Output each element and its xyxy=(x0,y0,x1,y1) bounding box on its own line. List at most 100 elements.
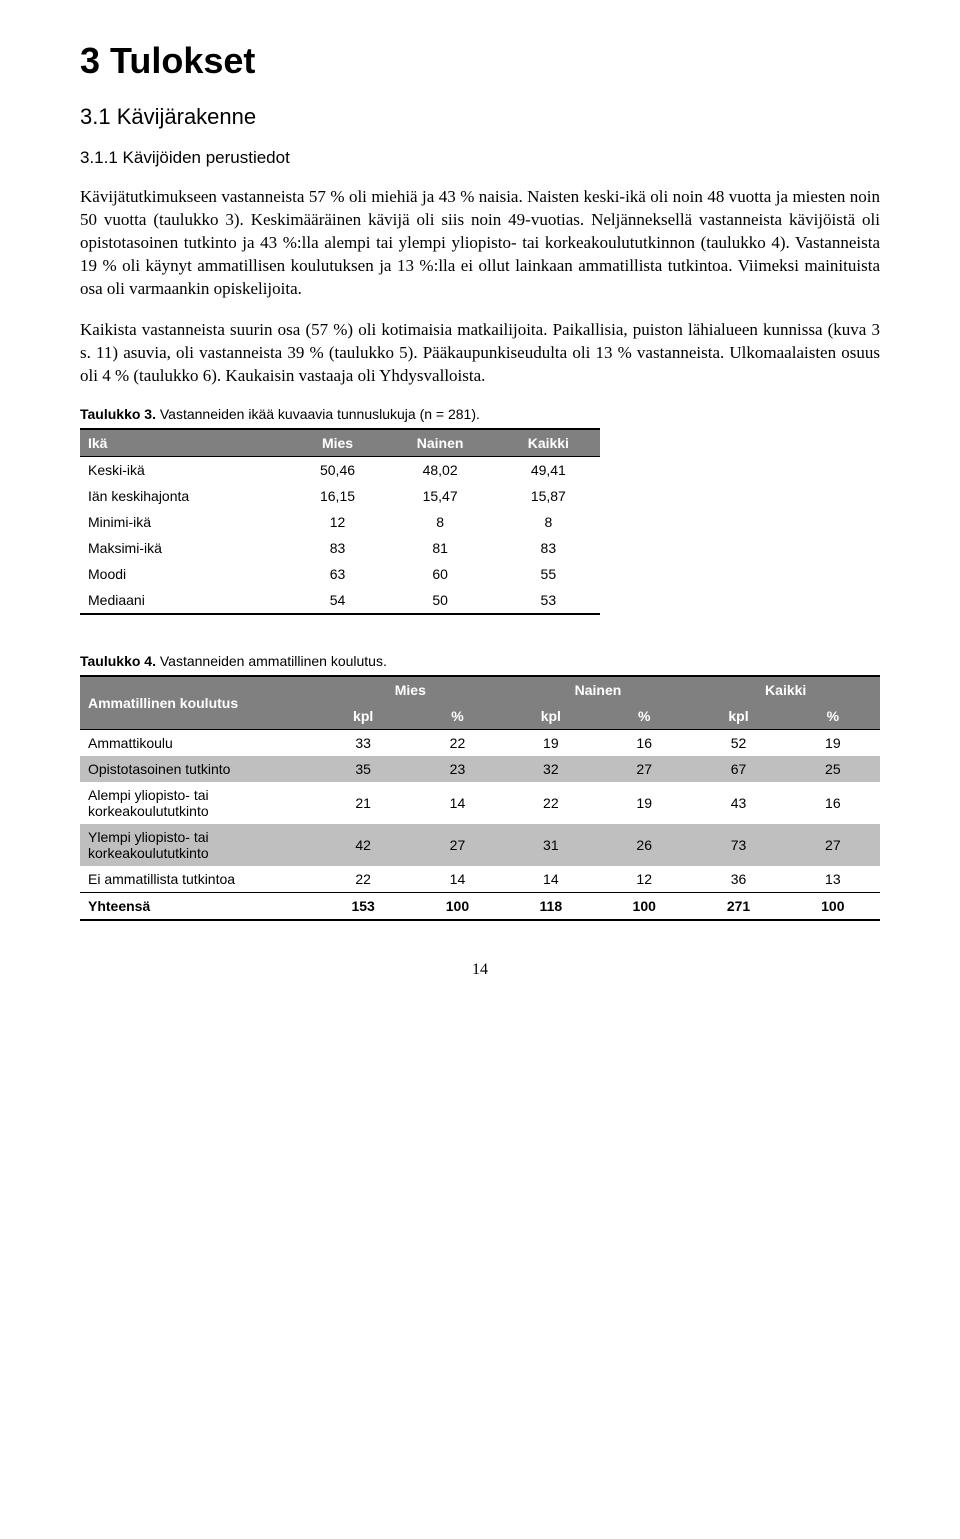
cell: 100 xyxy=(786,892,880,920)
cell: 14 xyxy=(410,866,504,893)
table3-col-3: Kaikki xyxy=(497,429,600,457)
cell: Iän keskihajonta xyxy=(80,483,291,509)
cell: 15,87 xyxy=(497,483,600,509)
table-row: Ammattikoulu 33 22 19 16 52 19 xyxy=(80,729,880,756)
table3-col-1: Mies xyxy=(291,429,383,457)
table-row: Moodi 63 60 55 xyxy=(80,561,600,587)
table3-col-2: Nainen xyxy=(384,429,497,457)
cell: Ei ammatillista tutkintoa xyxy=(80,866,316,893)
cell: 23 xyxy=(410,756,504,782)
cell: 54 xyxy=(291,587,383,614)
table4: Ammatillinen koulutus Mies Nainen Kaikki… xyxy=(80,675,880,921)
cell: Mediaani xyxy=(80,587,291,614)
cell: 19 xyxy=(505,729,597,756)
cell: 153 xyxy=(316,892,410,920)
cell: 53 xyxy=(497,587,600,614)
cell: 12 xyxy=(291,509,383,535)
cell: 27 xyxy=(410,824,504,866)
table4-sub-0: kpl xyxy=(316,703,410,730)
cell: 67 xyxy=(691,756,785,782)
table4-sub-3: % xyxy=(597,703,691,730)
cell: 83 xyxy=(291,535,383,561)
cell: 16 xyxy=(597,729,691,756)
table-row: Minimi-ikä 12 8 8 xyxy=(80,509,600,535)
table3-caption-bold: Taulukko 3. xyxy=(80,406,156,422)
cell: 63 xyxy=(291,561,383,587)
table4-total-row: Yhteensä 153 100 118 100 271 100 xyxy=(80,892,880,920)
cell: 22 xyxy=(316,866,410,893)
table4-caption-rest: Vastanneiden ammatillinen koulutus. xyxy=(156,653,387,669)
cell: 48,02 xyxy=(384,456,497,483)
cell: 22 xyxy=(410,729,504,756)
cell: 8 xyxy=(497,509,600,535)
paragraph-2: Kaikista vastanneista suurin osa (57 %) … xyxy=(80,319,880,388)
cell: 21 xyxy=(316,782,410,824)
cell: 73 xyxy=(691,824,785,866)
table4-corner: Ammatillinen koulutus xyxy=(80,676,316,730)
table4-sub-2: kpl xyxy=(505,703,597,730)
cell: 49,41 xyxy=(497,456,600,483)
table4-group-2: Kaikki xyxy=(691,676,880,703)
cell: 31 xyxy=(505,824,597,866)
cell: 16 xyxy=(786,782,880,824)
cell: 50 xyxy=(384,587,497,614)
table4-caption-bold: Taulukko 4. xyxy=(80,653,156,669)
cell: Alempi yliopisto- tai korkeakoulututkint… xyxy=(80,782,316,824)
cell: Ylempi yliopisto- tai korkeakoulututkint… xyxy=(80,824,316,866)
cell: 81 xyxy=(384,535,497,561)
document-page: 3 Tulokset 3.1 Kävijärakenne 3.1.1 Kävij… xyxy=(0,0,960,1019)
table3-col-0: Ikä xyxy=(80,429,291,457)
cell: 52 xyxy=(691,729,785,756)
table3-caption-rest: Vastanneiden ikää kuvaavia tunnuslukuja … xyxy=(156,406,480,422)
cell: Minimi-ikä xyxy=(80,509,291,535)
heading-2: 3.1 Kävijärakenne xyxy=(80,104,880,130)
cell: 12 xyxy=(597,866,691,893)
cell: 32 xyxy=(505,756,597,782)
cell: Keski-ikä xyxy=(80,456,291,483)
table4-body: Ammattikoulu 33 22 19 16 52 19 Opistotas… xyxy=(80,729,880,920)
cell: 26 xyxy=(597,824,691,866)
table3-caption: Taulukko 3. Vastanneiden ikää kuvaavia t… xyxy=(80,406,880,422)
table-row: Opistotasoinen tutkinto 35 23 32 27 67 2… xyxy=(80,756,880,782)
table-row: Keski-ikä 50,46 48,02 49,41 xyxy=(80,456,600,483)
table-row: Alempi yliopisto- tai korkeakoulututkint… xyxy=(80,782,880,824)
cell: Opistotasoinen tutkinto xyxy=(80,756,316,782)
heading-3: 3.1.1 Kävijöiden perustiedot xyxy=(80,148,880,168)
cell: 19 xyxy=(597,782,691,824)
cell: 19 xyxy=(786,729,880,756)
cell: Ammattikoulu xyxy=(80,729,316,756)
cell: 35 xyxy=(316,756,410,782)
table3-body: Keski-ikä 50,46 48,02 49,41 Iän keskihaj… xyxy=(80,456,600,614)
cell: 118 xyxy=(505,892,597,920)
table-row: Ei ammatillista tutkintoa 22 14 14 12 36… xyxy=(80,866,880,893)
page-number: 14 xyxy=(80,961,880,979)
cell: 8 xyxy=(384,509,497,535)
cell: Maksimi-ikä xyxy=(80,535,291,561)
table4-group-0: Mies xyxy=(316,676,505,703)
cell: 83 xyxy=(497,535,600,561)
paragraph-1: Kävijätutkimukseen vastanneista 57 % oli… xyxy=(80,186,880,301)
cell: 22 xyxy=(505,782,597,824)
table4-sub-5: % xyxy=(786,703,880,730)
cell: 13 xyxy=(786,866,880,893)
cell: 14 xyxy=(410,782,504,824)
cell: Moodi xyxy=(80,561,291,587)
cell: 100 xyxy=(410,892,504,920)
cell: 14 xyxy=(505,866,597,893)
cell: 43 xyxy=(691,782,785,824)
cell: 16,15 xyxy=(291,483,383,509)
table4-sub-1: % xyxy=(410,703,504,730)
table4-group-1: Nainen xyxy=(505,676,692,703)
table-row: Ylempi yliopisto- tai korkeakoulututkint… xyxy=(80,824,880,866)
cell: 15,47 xyxy=(384,483,497,509)
cell: 36 xyxy=(691,866,785,893)
cell: 25 xyxy=(786,756,880,782)
cell: Yhteensä xyxy=(80,892,316,920)
table-row: Iän keskihajonta 16,15 15,47 15,87 xyxy=(80,483,600,509)
table3: Ikä Mies Nainen Kaikki Keski-ikä 50,46 4… xyxy=(80,428,600,615)
cell: 55 xyxy=(497,561,600,587)
cell: 33 xyxy=(316,729,410,756)
cell: 271 xyxy=(691,892,785,920)
cell: 27 xyxy=(597,756,691,782)
cell: 60 xyxy=(384,561,497,587)
